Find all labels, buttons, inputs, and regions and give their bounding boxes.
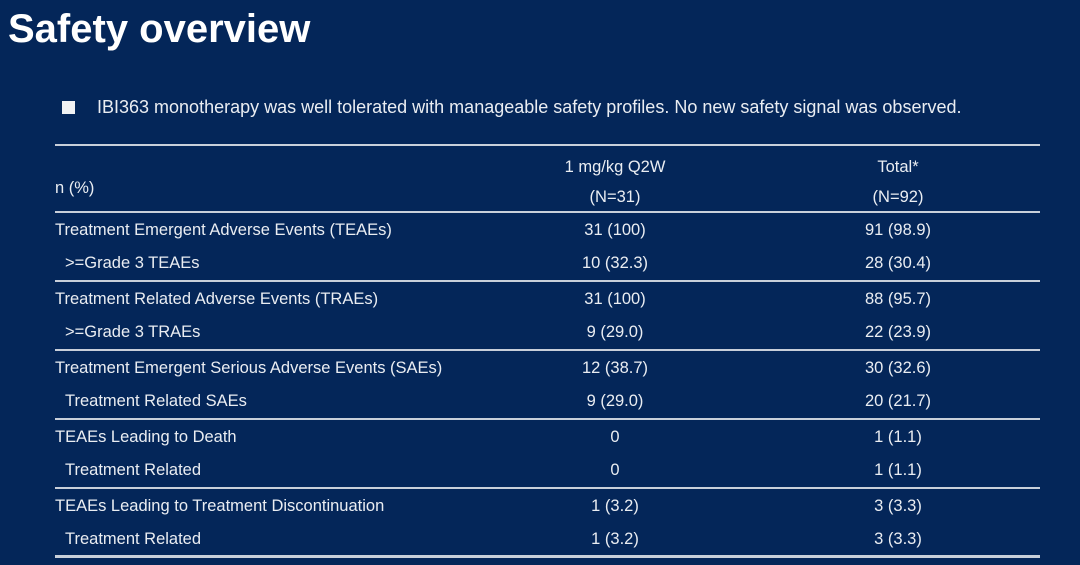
- page-title: Safety overview: [8, 7, 311, 51]
- row-value-col1: 9 (29.0): [586, 392, 644, 411]
- row-value-col1: 31 (100): [584, 289, 646, 308]
- bullet-text: IBI363 monotherapy was well tolerated wi…: [97, 97, 962, 117]
- bullet-item: IBI363 monotherapy was well tolerated wi…: [62, 97, 1074, 119]
- row-value-col2: 28 (30.4): [864, 254, 932, 273]
- safety-table: n (%) 1 mg/kg Q2W (N=31) Total* (N=92) T…: [55, 144, 1040, 558]
- header-dose-line1: 1 mg/kg Q2W: [564, 158, 666, 176]
- row-value-col2: 88 (95.7): [864, 289, 932, 308]
- row-value-col1: 12 (38.7): [581, 358, 649, 377]
- row-value-col1: 1 (3.2): [591, 529, 639, 548]
- row-value-col2: 3 (3.3): [874, 496, 922, 515]
- table-row: >=Grade 3 TEAEs 10 (32.3) 28 (30.4): [55, 248, 1040, 282]
- row-label: Treatment Emergent Serious Adverse Event…: [55, 358, 443, 377]
- table-row: >=Grade 3 TRAEs 9 (29.0) 22 (23.9): [55, 317, 1040, 351]
- row-value-col2: 3 (3.3): [874, 529, 922, 548]
- row-value-col2: 22 (23.9): [864, 323, 932, 342]
- row-label: TEAEs Leading to Death: [55, 427, 237, 446]
- row-label: Treatment Related SAEs: [65, 392, 247, 411]
- row-value-col1: 0: [610, 427, 620, 446]
- header-col-total: Total* (N=92): [756, 146, 1040, 211]
- row-value-col2: 20 (21.7): [864, 392, 932, 411]
- table-row: TEAEs Leading to Treatment Discontinuati…: [55, 489, 1040, 524]
- header-row-label: n (%): [55, 179, 95, 197]
- row-label: Treatment Related Adverse Events (TRAEs): [55, 289, 379, 308]
- row-label: >=Grade 3 TRAEs: [65, 323, 201, 342]
- row-value-col1: 1 (3.2): [591, 496, 639, 515]
- table-row: TEAEs Leading to Death 0 1 (1.1): [55, 420, 1040, 455]
- table-row: Treatment Emergent Adverse Events (TEAEs…: [55, 213, 1040, 248]
- table-header: n (%) 1 mg/kg Q2W (N=31) Total* (N=92): [55, 144, 1040, 213]
- row-value-col1: 0: [610, 461, 620, 480]
- table-row: Treatment Related SAEs 9 (29.0) 20 (21.7): [55, 386, 1040, 420]
- row-value-col1: 9 (29.0): [586, 323, 644, 342]
- row-label: Treatment Related: [65, 461, 202, 480]
- square-bullet-icon: [62, 101, 75, 114]
- table-body: Treatment Emergent Adverse Events (TEAEs…: [55, 213, 1040, 558]
- header-total-line2: (N=92): [872, 188, 924, 206]
- row-label: Treatment Emergent Adverse Events (TEAEs…: [55, 220, 392, 239]
- row-label: TEAEs Leading to Treatment Discontinuati…: [55, 496, 385, 515]
- row-value-col2: 91 (98.9): [864, 220, 932, 239]
- row-value-col2: 30 (32.6): [864, 358, 932, 377]
- row-value-col1: 31 (100): [584, 220, 646, 239]
- row-value-col2: 1 (1.1): [874, 461, 922, 480]
- table-row: Treatment Emergent Serious Adverse Event…: [55, 351, 1040, 386]
- table-row: Treatment Related Adverse Events (TRAEs)…: [55, 282, 1040, 317]
- row-label: >=Grade 3 TEAEs: [65, 254, 200, 273]
- row-value-col1: 10 (32.3): [581, 254, 649, 273]
- header-dose-line2: (N=31): [589, 188, 641, 206]
- header-total-line1: Total*: [877, 158, 919, 176]
- header-col-dose: 1 mg/kg Q2W (N=31): [474, 146, 756, 211]
- row-label: Treatment Related: [65, 529, 202, 548]
- row-value-col2: 1 (1.1): [874, 427, 922, 446]
- table-row: Treatment Related 0 1 (1.1): [55, 455, 1040, 489]
- table-row: Treatment Related 1 (3.2) 3 (3.3): [55, 524, 1040, 558]
